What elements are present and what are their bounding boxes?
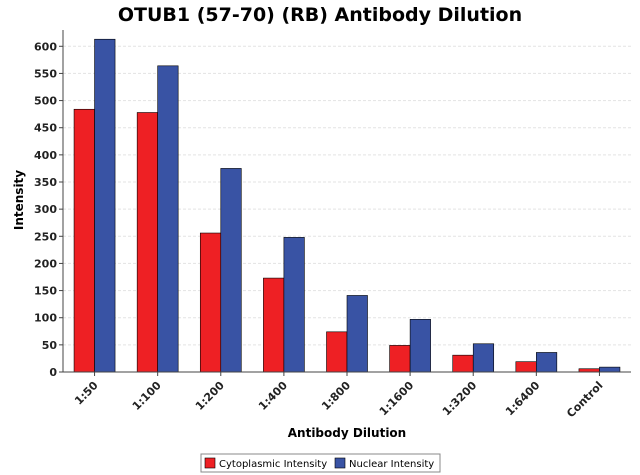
x-tick-label: 1:400 [256,379,290,413]
bar-nuclear [409,319,431,373]
legend-swatch-nuclear [334,457,346,469]
bars [73,38,621,373]
legend-label-nuclear: Nuclear Intensity [349,459,434,470]
y-tick-label: 550 [34,67,57,80]
bar-nuclear [536,352,558,373]
bar-nuclear [346,295,368,373]
bar-cytoplasmic [136,112,158,373]
y-tick-label: 200 [34,257,57,270]
y-tick-label: 600 [34,40,57,53]
y-axis-title: Intensity [12,170,26,230]
bar-nuclear [599,366,621,373]
y-tick-label: 50 [42,339,58,352]
legend-swatch-cytoplasmic [204,457,216,469]
y-tick-label: 300 [34,203,57,216]
bar-nuclear [283,237,305,373]
x-tick-labels: 1:50 1:100 1:200 1:400 1:800 1:1600 1:3200 1:64… [72,372,606,420]
x-tick-label: 1:6400 [503,379,543,419]
bar-nuclear [220,168,242,373]
y-tick-label: 150 [34,285,57,298]
bar-cytoplasmic [515,361,537,373]
y-tick-label: 0 [49,366,57,379]
legend-box [200,453,441,473]
bar-cytoplasmic [73,108,95,373]
bar-nuclear [157,65,179,373]
x-tick-label: Control [564,379,605,420]
y-tick-label: 100 [34,312,57,325]
bar-cytoplasmic [326,331,348,373]
y-tick-label: 500 [34,95,57,108]
y-tick-labels: 0 50 100 150 200 250 300 350 400 450 500 550 600 [34,40,63,379]
bar-nuclear [472,343,495,373]
x-tick-label: 1:100 [130,379,164,413]
x-tick-label: 1:200 [193,379,227,413]
x-tick-label: 1:800 [319,379,353,413]
y-tick-label: 450 [34,122,57,135]
legend-label-cytoplasmic: Cytoplasmic Intensity [219,459,327,470]
bar-nuclear [94,38,116,373]
bar-cytoplasmic [452,354,474,373]
y-tick-label: 400 [34,149,57,162]
legend: Cytoplasmic Intensity Nuclear Intensity [200,453,441,473]
x-tick-label: 1:1600 [377,379,417,419]
bar-cytoplasmic [389,345,411,373]
x-tick-label: 1:3200 [440,379,480,419]
bar-cytoplasmic [263,277,285,373]
y-tick-label: 250 [34,230,57,243]
x-tick-label: 1:50 [72,379,101,408]
bar-cytoplasmic [199,232,222,373]
x-axis-title: Antibody Dilution [288,426,406,440]
y-tick-label: 350 [34,176,57,189]
chart-title: OTUB1 (57-70) (RB) Antibody Dilution [118,4,522,26]
